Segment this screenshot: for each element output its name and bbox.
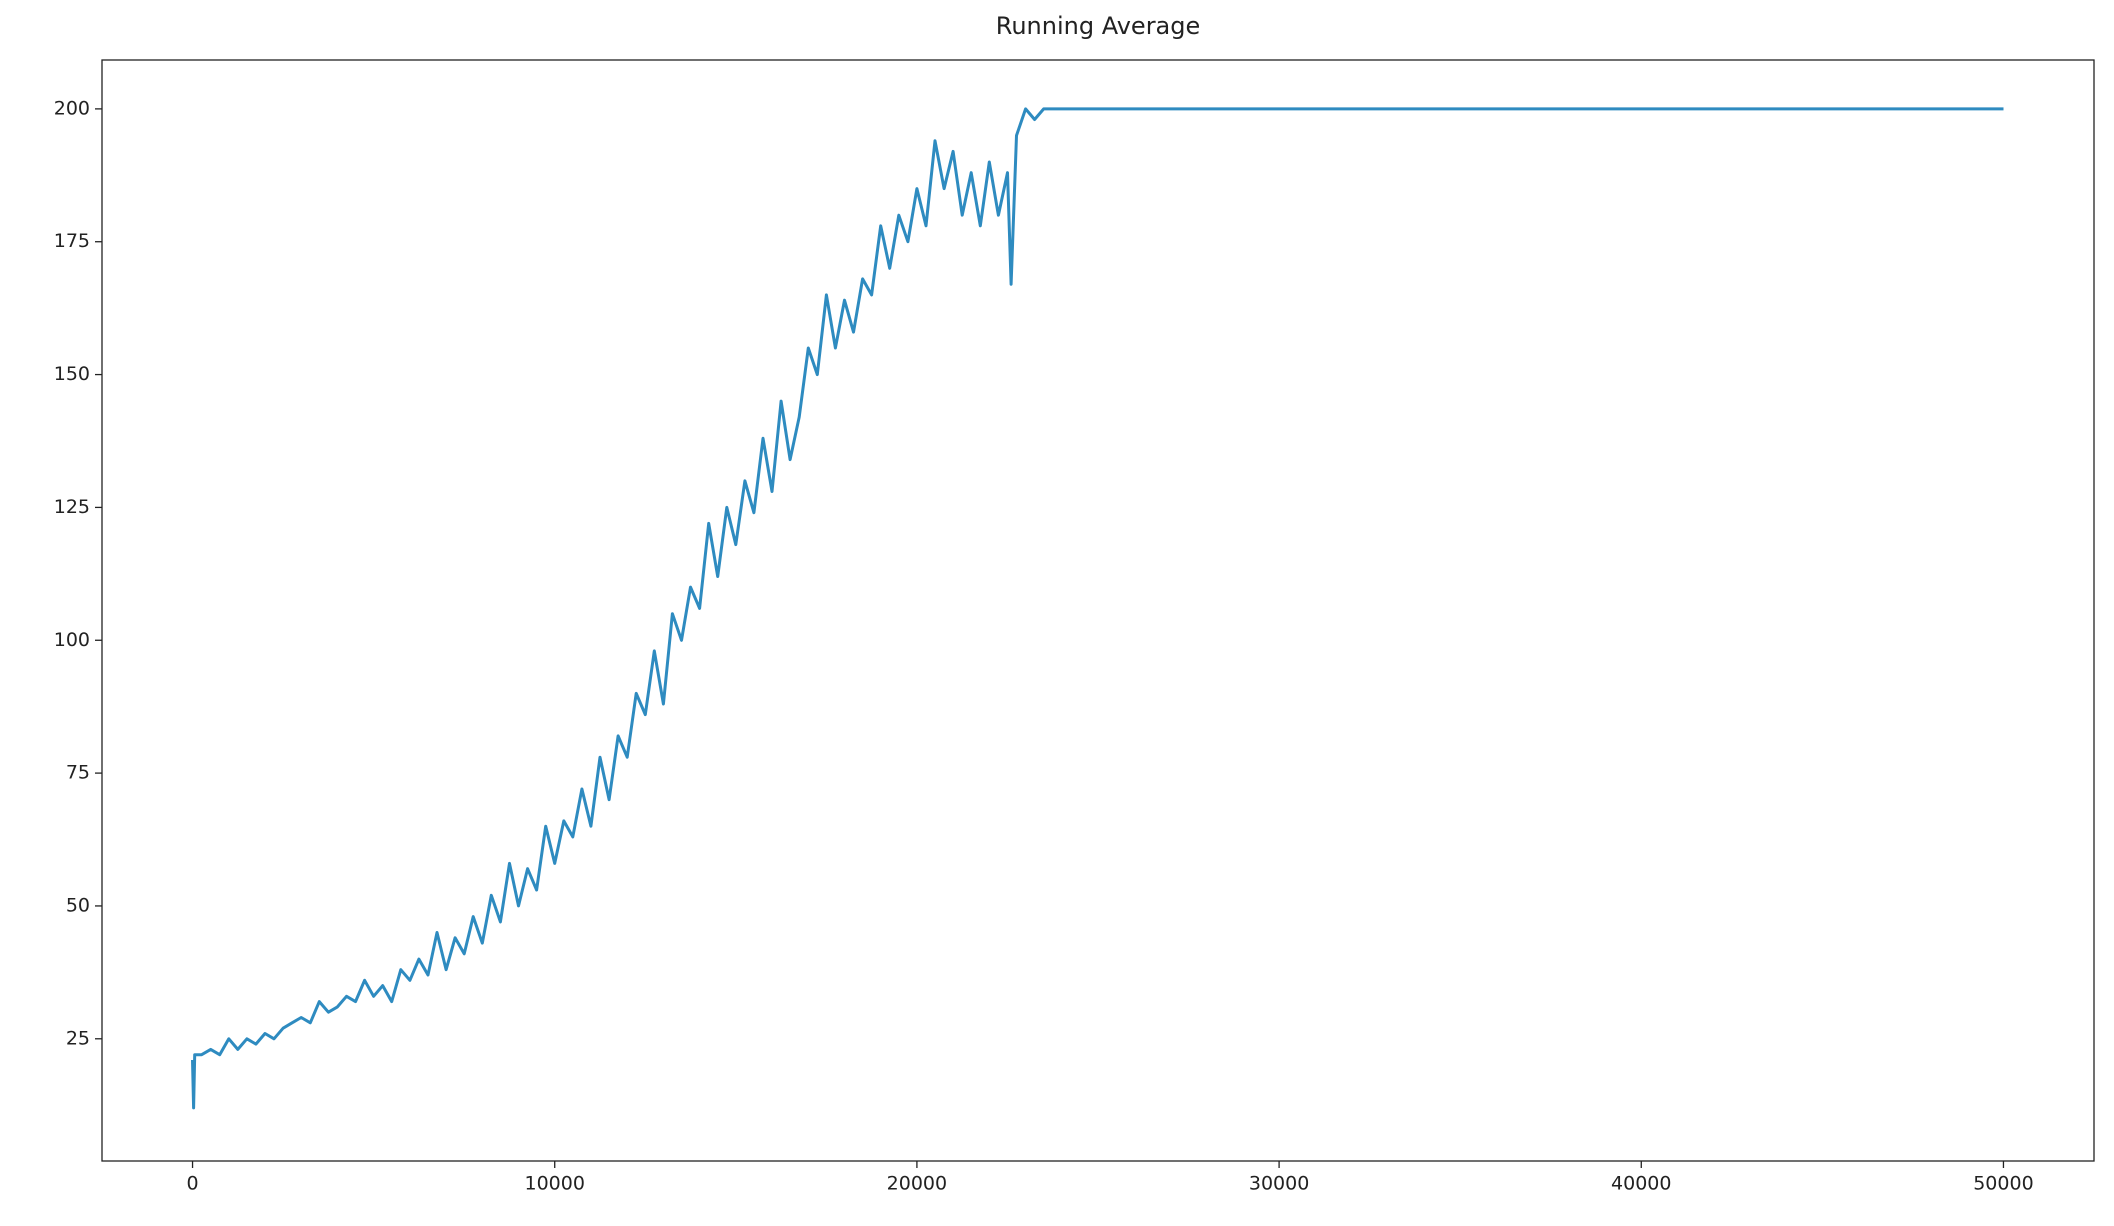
x-tick-label: 0: [186, 1173, 198, 1195]
x-tick-label: 20000: [887, 1173, 947, 1195]
x-tick-label: 30000: [1249, 1173, 1309, 1195]
y-tick-label: 100: [54, 629, 90, 651]
y-tick-label: 150: [54, 363, 90, 385]
x-tick-label: 10000: [525, 1173, 585, 1195]
line-series: [191, 107, 2004, 1110]
plot-frame: [101, 59, 2095, 1162]
chart-title: Running Average: [996, 12, 1201, 40]
y-tick-label: 25: [66, 1027, 90, 1049]
y-tick-label: 200: [54, 97, 90, 119]
x-tick-label: 40000: [1611, 1173, 1671, 1195]
y-tick-label: 50: [66, 894, 90, 916]
y-tick-label: 75: [66, 762, 90, 784]
y-tick-label: 175: [54, 230, 90, 252]
x-tick-label: 50000: [1973, 1173, 2033, 1195]
y-tick-label: 125: [54, 496, 90, 518]
